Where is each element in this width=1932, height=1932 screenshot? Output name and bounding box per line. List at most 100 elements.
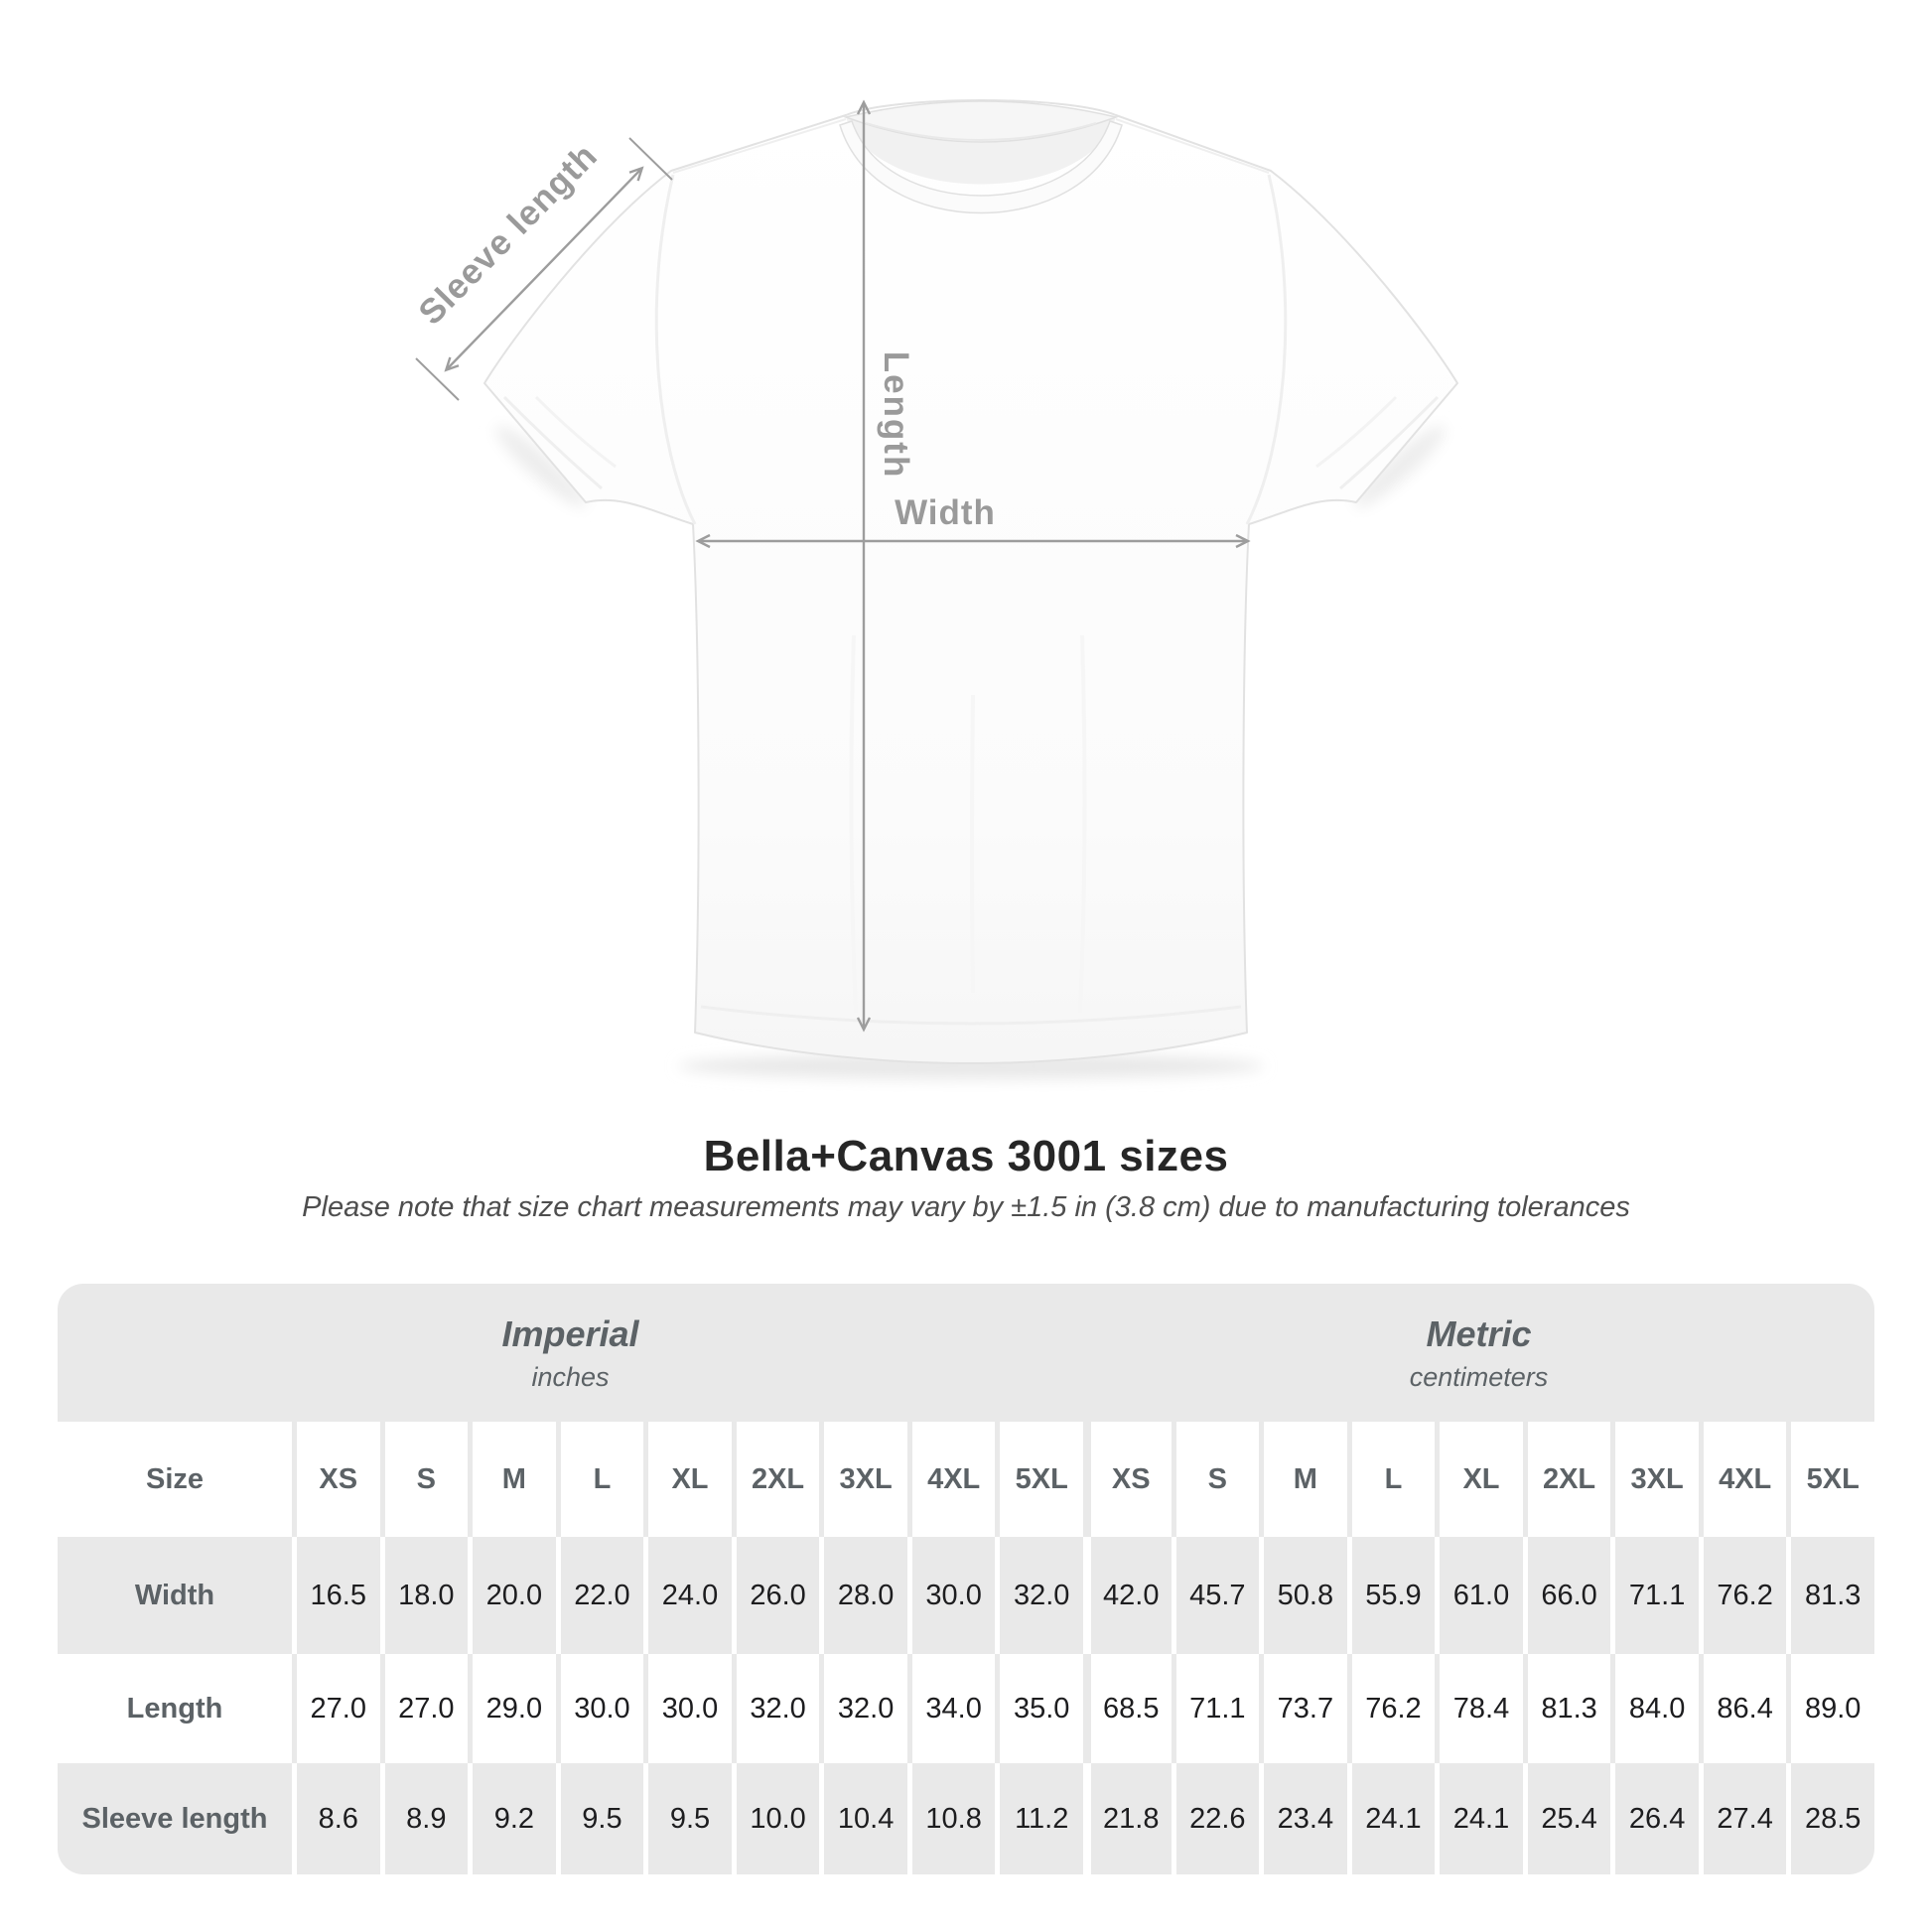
measurement-rows: Width 16.5 18.0 20.0 22.0 24.0 26.0 28.0 30.0 32.… bbox=[58, 1537, 1874, 1874]
unit-band-row: Imperial inches Metric centimeters bbox=[58, 1284, 1874, 1422]
collar-binding bbox=[839, 120, 1123, 214]
collar bbox=[843, 100, 1119, 143]
width-label: Width bbox=[895, 493, 996, 532]
measurement-cell: 45.7 bbox=[1171, 1537, 1260, 1654]
measurement-cell: 18.0 bbox=[379, 1537, 469, 1654]
measurement-cell: 16.5 bbox=[292, 1537, 380, 1654]
measurement-cell: 25.4 bbox=[1522, 1763, 1611, 1874]
measurement-cell: 30.0 bbox=[906, 1537, 996, 1654]
measurement-row: Sleeve length 8.6 8.9 9.2 9.5 9.5 10.0 10.4 10.8… bbox=[58, 1763, 1874, 1874]
sleeve-arrow-start-tick bbox=[415, 357, 460, 401]
measurement-cell: 10.8 bbox=[906, 1763, 996, 1874]
size-header-cell: 4XL bbox=[1698, 1422, 1787, 1537]
wrinkle-lines bbox=[534, 395, 1398, 1014]
measurement-cell: 21.8 bbox=[1083, 1763, 1172, 1874]
size-header-cell: XS bbox=[292, 1422, 380, 1537]
size-header-cell: XS bbox=[1083, 1422, 1172, 1537]
measurement-cell: 24.0 bbox=[643, 1537, 732, 1654]
page-title: Bella+Canvas 3001 sizes bbox=[703, 1132, 1229, 1180]
measurement-cell: 34.0 bbox=[906, 1654, 996, 1763]
unit-group-label: Imperial bbox=[501, 1312, 639, 1354]
measurement-cell: 78.4 bbox=[1435, 1654, 1523, 1763]
length-label: Length bbox=[877, 351, 915, 480]
measurement-cell: 9.2 bbox=[468, 1763, 556, 1874]
size-header-cell: S bbox=[1171, 1422, 1260, 1537]
metric-band-cell: Metric centimeters bbox=[1083, 1284, 1874, 1422]
measurement-cell: 86.4 bbox=[1698, 1654, 1787, 1763]
measurement-cell: 20.0 bbox=[468, 1537, 556, 1654]
size-header-cell: 2XL bbox=[1522, 1422, 1611, 1537]
measurement-cell: 27.0 bbox=[379, 1654, 469, 1763]
measurement-cell: 8.9 bbox=[379, 1763, 469, 1874]
measurement-cell: 26.4 bbox=[1610, 1763, 1699, 1874]
measurement-cell: 89.0 bbox=[1786, 1654, 1874, 1763]
size-header-cell: 2XL bbox=[731, 1422, 820, 1537]
size-header-row: Size XS S M L XL 2XL 3XL 4XL 5XL XS S M L XL 2XL 3XL 4XL… bbox=[58, 1422, 1874, 1537]
size-header-cell: 5XL bbox=[995, 1422, 1083, 1537]
unit-group-sublabel: centimeters bbox=[1409, 1361, 1549, 1392]
measurement-cell: 28.0 bbox=[819, 1537, 907, 1654]
measurement-cell: 71.1 bbox=[1171, 1654, 1260, 1763]
unit-group-sublabel: inches bbox=[531, 1361, 610, 1392]
measurement-cell: 24.1 bbox=[1346, 1763, 1436, 1874]
measurement-cell: 26.0 bbox=[731, 1537, 820, 1654]
size-header-cell: 4XL bbox=[906, 1422, 996, 1537]
measurement-cell: 22.6 bbox=[1171, 1763, 1260, 1874]
measurement-cell: 10.0 bbox=[731, 1763, 820, 1874]
row-label: Width bbox=[58, 1537, 292, 1654]
size-header-cell: M bbox=[468, 1422, 556, 1537]
measurement-cell: 81.3 bbox=[1522, 1654, 1611, 1763]
size-header-cell: M bbox=[1259, 1422, 1347, 1537]
row-label: Length bbox=[58, 1654, 292, 1763]
measurement-cell: 9.5 bbox=[643, 1763, 732, 1874]
measurement-cell: 27.0 bbox=[292, 1654, 380, 1763]
unit-group-label: Metric bbox=[1426, 1312, 1532, 1354]
measurement-row: Width 16.5 18.0 20.0 22.0 24.0 26.0 28.0 30.0 32.… bbox=[58, 1537, 1874, 1654]
measurement-row: Length 27.0 27.0 29.0 30.0 30.0 32.0 32.0 34.0 35… bbox=[58, 1654, 1874, 1763]
measurement-cell: 9.5 bbox=[555, 1763, 644, 1874]
measurement-cell: 35.0 bbox=[995, 1654, 1083, 1763]
measurement-cell: 28.5 bbox=[1786, 1763, 1874, 1874]
tshirt-illustration bbox=[483, 99, 1458, 1064]
measurement-cell: 32.0 bbox=[995, 1537, 1083, 1654]
size-header-cell: XL bbox=[1435, 1422, 1523, 1537]
measurement-cell: 32.0 bbox=[819, 1654, 907, 1763]
measurement-cell: 30.0 bbox=[555, 1654, 644, 1763]
shirt-shadow bbox=[495, 425, 1446, 1079]
measurement-cell: 68.5 bbox=[1083, 1654, 1172, 1763]
measurement-cell: 50.8 bbox=[1259, 1537, 1347, 1654]
measurement-cell: 76.2 bbox=[1698, 1537, 1787, 1654]
size-header-cell: 3XL bbox=[1610, 1422, 1699, 1537]
size-column-header: Size bbox=[58, 1422, 292, 1537]
measurement-cell: 30.0 bbox=[643, 1654, 732, 1763]
measurement-cell: 29.0 bbox=[468, 1654, 556, 1763]
measurement-cell: 71.1 bbox=[1610, 1537, 1699, 1654]
tshirt-measurement-diagram: Sleeve length Length Width bbox=[411, 99, 1458, 1079]
page-subtitle: Please note that size chart measurements… bbox=[302, 1191, 1630, 1223]
measurement-cell: 81.3 bbox=[1786, 1537, 1874, 1654]
row-label: Sleeve length bbox=[58, 1763, 292, 1874]
imperial-band-cell: Imperial inches bbox=[58, 1284, 1083, 1422]
measurement-cell: 42.0 bbox=[1083, 1537, 1172, 1654]
measurement-cell: 11.2 bbox=[995, 1763, 1083, 1874]
sleeve-arrow-end-tick bbox=[628, 137, 673, 181]
neck-opening bbox=[846, 117, 1116, 185]
measurement-cell: 27.4 bbox=[1698, 1763, 1787, 1874]
measurement-cell: 84.0 bbox=[1610, 1654, 1699, 1763]
shirt-body bbox=[483, 99, 1458, 1064]
measurement-cell: 66.0 bbox=[1522, 1537, 1611, 1654]
seam-lines bbox=[502, 118, 1440, 1026]
size-header-cell: L bbox=[1346, 1422, 1436, 1537]
measurement-cell: 76.2 bbox=[1346, 1654, 1436, 1763]
measurement-cell: 24.1 bbox=[1435, 1763, 1523, 1874]
size-header-cell: 3XL bbox=[819, 1422, 907, 1537]
size-header-cell: 5XL bbox=[1786, 1422, 1874, 1537]
measurement-cell: 10.4 bbox=[819, 1763, 907, 1874]
measurement-cell: 22.0 bbox=[555, 1537, 644, 1654]
sleeve-length-arrow bbox=[444, 166, 644, 372]
size-header-cell: L bbox=[555, 1422, 644, 1537]
size-table: Imperial inches Metric centimeters Size … bbox=[58, 1284, 1874, 1874]
measurement-cell: 23.4 bbox=[1259, 1763, 1347, 1874]
measurement-cell: 55.9 bbox=[1346, 1537, 1436, 1654]
